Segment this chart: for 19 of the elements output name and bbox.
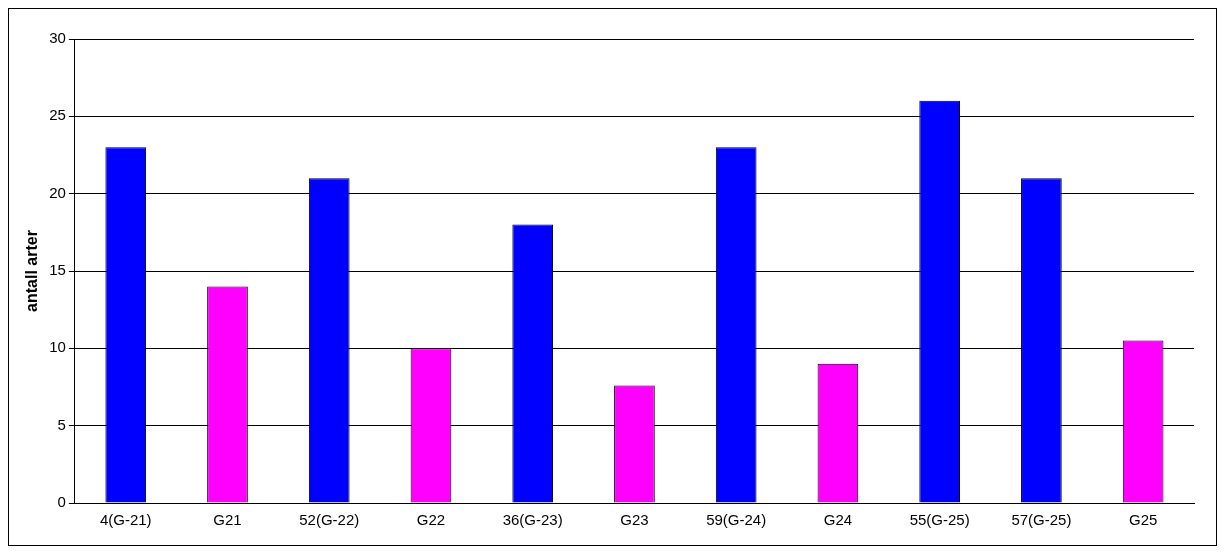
x-tick-label: G24 [823,511,853,529]
y-tick-label: 10 [49,338,66,356]
x-tick-label: 4(G-21) [99,511,152,529]
x-tick-label: 59(G-24) [706,511,767,529]
x-tick-label: 36(G-23) [502,511,563,529]
y-tick-label: 30 [49,29,66,47]
y-tick-label: 20 [49,183,66,201]
y-tick-label: 0 [57,493,66,511]
x-tick-label: G23 [620,511,649,529]
y-tick-label: 15 [49,261,66,279]
x-tick-label: G22 [416,511,446,529]
x-tick-label: G25 [1128,511,1158,529]
y-tick-label: 5 [57,415,66,433]
y-tick-label: 25 [49,106,66,124]
x-tick-label: G21 [213,511,242,529]
y-axis-title: antall arter [23,230,41,312]
x-tick-label: 52(G-22) [299,511,360,529]
x-tick-label: 55(G-25) [909,511,970,529]
x-tick-label: 57(G-25) [1011,511,1072,529]
